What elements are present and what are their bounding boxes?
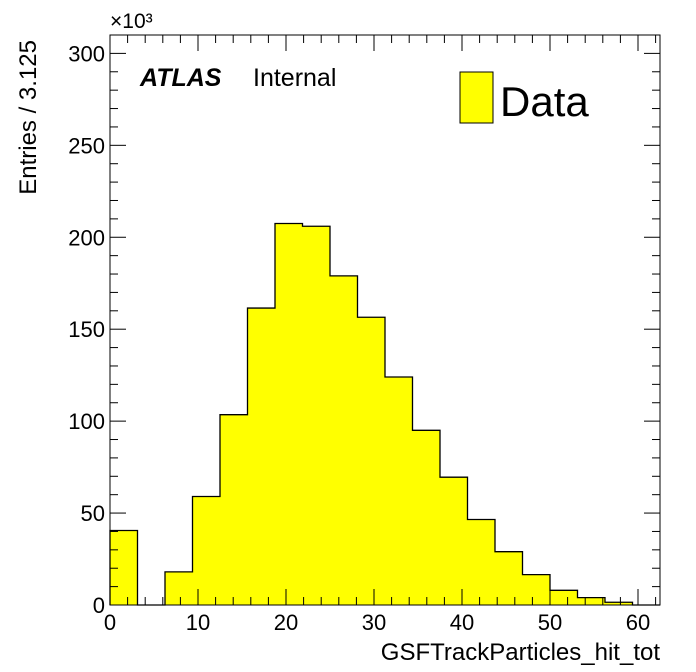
histogram-bars xyxy=(109,222,660,606)
y-tick-label: 150 xyxy=(68,317,105,342)
x-tick-label: 30 xyxy=(362,610,386,635)
histogram-bar xyxy=(577,597,605,605)
axes-frame xyxy=(109,34,661,606)
histogram-bar xyxy=(467,519,495,605)
legend-swatch xyxy=(459,71,494,124)
y-tick-label: 0 xyxy=(93,593,105,618)
x-tick-label: 40 xyxy=(450,610,474,635)
histogram-bar xyxy=(192,496,220,605)
histogram-bar xyxy=(495,551,523,605)
x-tick-label: 60 xyxy=(626,610,650,635)
y-tick-label: 100 xyxy=(68,409,105,434)
y-axis-title: Entries / 3.125 xyxy=(15,40,42,195)
histogram-bar xyxy=(385,377,413,605)
plot-frame xyxy=(109,34,661,606)
histogram-bar xyxy=(440,477,468,605)
histogram-bar xyxy=(357,317,385,605)
y-tick-label: 200 xyxy=(68,225,105,250)
axis-ticks xyxy=(109,34,660,606)
histogram-bar xyxy=(165,571,193,605)
x-tick-label: 10 xyxy=(186,610,210,635)
histogram-bar xyxy=(522,574,550,605)
histogram-bar xyxy=(247,308,275,605)
y-tick-label: 250 xyxy=(68,133,105,158)
legend: Data xyxy=(459,71,589,125)
y-multiplier-label: ×10³ xyxy=(110,10,153,33)
x-tick-label: 50 xyxy=(538,610,562,635)
tick-labels: 0 10 20 30 40 50 60 0 50 100 150 200 250 300 xyxy=(68,41,650,635)
x-axis-title: GSFTrackParticles_hit_tot xyxy=(381,639,661,666)
histogram-bar xyxy=(302,226,330,605)
histogram-outline xyxy=(109,222,660,606)
x-tick-label: 0 xyxy=(104,610,116,635)
histogram-bar xyxy=(330,275,358,605)
histogram-bar xyxy=(275,223,303,605)
histogram-bar xyxy=(605,602,633,605)
histogram-bar xyxy=(412,430,440,605)
atlas-label: ATLAS xyxy=(139,64,222,92)
internal-label: Internal xyxy=(253,64,336,92)
y-tick-label: 50 xyxy=(81,501,105,526)
histogram-bar xyxy=(550,590,578,605)
legend-label: Data xyxy=(500,78,589,125)
y-tick-label: 300 xyxy=(68,41,105,66)
histogram-bar xyxy=(220,414,248,605)
x-tick-label: 20 xyxy=(274,610,298,635)
